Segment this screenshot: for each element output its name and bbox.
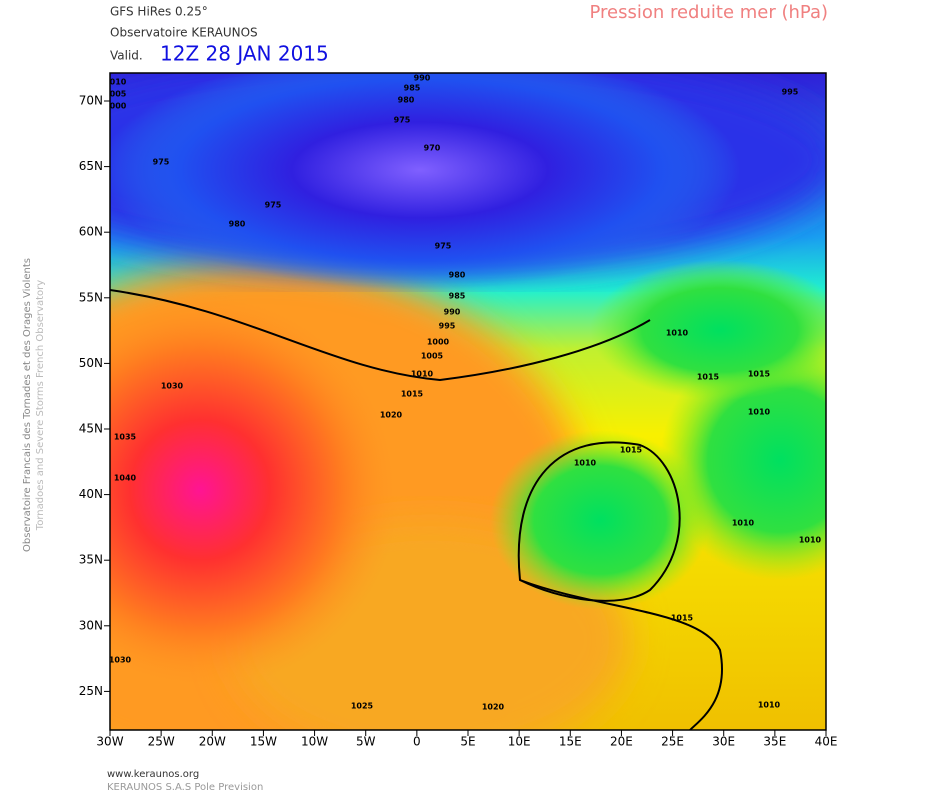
contour-label: 985: [449, 292, 466, 301]
lon-label: 15W: [250, 735, 277, 749]
side-text: Tornadoes and Severe Storms French Obser…: [35, 280, 46, 531]
contour-label: 1015: [748, 370, 771, 379]
lat-label: 45N: [79, 422, 103, 436]
contour-label: 995: [782, 88, 799, 97]
footer-company: KERAUNOS S.A.S Pole Prevision: [107, 782, 263, 793]
model: GFS HiRes 0.25°: [110, 5, 208, 19]
lat-label: 55N: [79, 290, 103, 304]
contour-label: 1015: [620, 446, 643, 455]
contour-label: 975: [435, 242, 452, 251]
contour-label: 970: [424, 144, 441, 153]
lon-label: 15E: [559, 735, 582, 749]
contour-label: 1015: [671, 614, 694, 623]
lon-label: 5W: [356, 735, 376, 749]
lon-label: 20W: [199, 735, 226, 749]
lat-label: 35N: [79, 553, 103, 567]
footer-url: www.keraunos.org: [107, 769, 199, 780]
contour-label: 1010: [666, 329, 689, 338]
lat-label: 65N: [79, 159, 103, 173]
lat-label: 30N: [79, 618, 103, 632]
lon-label: 40E: [815, 735, 838, 749]
lon-label: 30W: [96, 735, 123, 749]
contour-label: 1035: [114, 433, 137, 442]
contour-label: 1015: [401, 390, 424, 399]
contour-label: 1010: [574, 459, 597, 468]
lat-label: 25N: [79, 684, 103, 698]
contour-label: 1010: [758, 701, 781, 710]
contour-label: 975: [265, 201, 282, 210]
contour-label: 990: [444, 308, 461, 317]
pressure-field: [110, 73, 826, 730]
contour-label: 000: [110, 102, 127, 111]
contour-label: 1020: [482, 703, 505, 712]
contour-label: 980: [398, 96, 415, 105]
lon-label: 25W: [148, 735, 175, 749]
lat-label: 50N: [79, 356, 103, 370]
contour-label: 1000: [427, 338, 450, 347]
lon-label: 0: [413, 735, 421, 749]
lat-label: 60N: [79, 225, 103, 239]
lon-label: 35E: [763, 735, 786, 749]
lon-label: 10E: [508, 735, 531, 749]
contour-label: 980: [229, 220, 246, 229]
contour-label: 1030: [161, 382, 184, 391]
contour-label: 975: [394, 116, 411, 125]
contour-label: 1010: [411, 370, 434, 379]
lat-label: 40N: [79, 487, 103, 501]
lon-label: 25E: [661, 735, 684, 749]
source: Observatoire KERAUNOS: [110, 26, 258, 40]
side-text: Observatoire Francais des Tornades et de…: [22, 258, 33, 552]
lon-label: 10W: [301, 735, 328, 749]
labels: 70N 65N 60N 55N 50N 45N 40N 35N 30N 25N 30W 25W 20W 1…: [79, 74, 838, 749]
lon-label: 5E: [460, 735, 475, 749]
valid-prefix: Valid.: [110, 49, 143, 63]
contour-label: 010: [110, 78, 127, 87]
contour-label: 1010: [799, 536, 822, 545]
contour-label: 1010: [748, 408, 771, 417]
contour-label: 1010: [732, 519, 755, 528]
contour-label: 975: [153, 158, 170, 167]
contour-label: 980: [449, 271, 466, 280]
contour-label: 1020: [380, 411, 403, 420]
lon-label: 30E: [712, 735, 735, 749]
parameter: Pression reduite mer (hPa): [589, 2, 828, 23]
contour-label: 985: [404, 84, 421, 93]
contour-label: 990: [414, 74, 431, 83]
contour-label: 1025: [351, 702, 374, 711]
contour-label: 1030: [109, 656, 132, 665]
valid-time: 12Z 28 JAN 2015: [160, 42, 329, 66]
lon-label: 20E: [610, 735, 633, 749]
contour-label: 995: [439, 322, 456, 331]
contour-label: 1015: [697, 373, 720, 382]
contour-label: 005: [110, 90, 127, 99]
contour-label: 1040: [114, 474, 137, 483]
contour-label: 1005: [421, 352, 444, 361]
lat-label: 70N: [79, 94, 103, 108]
